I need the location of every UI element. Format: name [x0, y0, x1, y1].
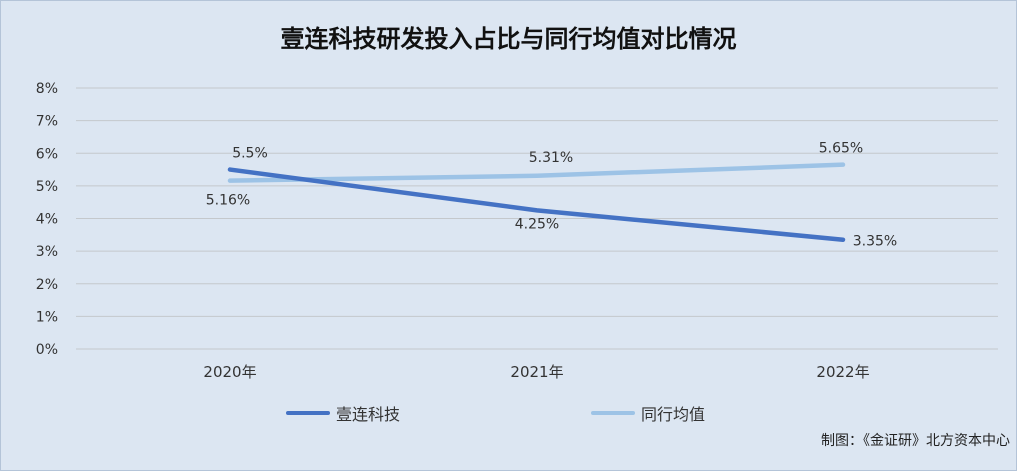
legend-swatch-peer-average — [591, 411, 635, 415]
legend-item-peer-average: 同行均值 — [591, 401, 705, 425]
data-label: 5.31% — [529, 150, 573, 166]
data-label: 5.5% — [232, 146, 268, 162]
x-tick-label: 2021年 — [510, 363, 563, 381]
chart-title: 壹连科技研发投入占比与同行均值对比情况 — [280, 25, 737, 53]
data-label: 3.35% — [853, 234, 897, 250]
legend-item-yilian: 壹连科技 — [286, 401, 400, 425]
legend-label-peer-average: 同行均值 — [641, 405, 706, 424]
y-tick-label: 3% — [36, 244, 58, 260]
data-label: 5.65% — [819, 141, 863, 157]
y-tick-label: 8% — [36, 81, 58, 97]
line-chart: 0% 1% 2% 3% 4% 5% 6% 7% 8% 2020年 2021年 2022年 5.5% 4.2… — [36, 81, 998, 381]
data-label: 4.25% — [515, 216, 559, 232]
series-line-peer-average — [227, 162, 846, 183]
y-tick-label: 6% — [36, 146, 58, 162]
x-tick-label: 2022年 — [816, 363, 869, 381]
y-tick-label: 1% — [36, 309, 58, 325]
series-line-yilian — [227, 167, 846, 242]
data-label: 5.16% — [206, 193, 250, 209]
legend: 壹连科技 同行均值 — [1, 401, 1016, 425]
source-note: 制图：《金证研》北方资本中心 — [821, 433, 1010, 449]
y-tick-label: 0% — [36, 342, 58, 358]
y-tick-label: 7% — [36, 114, 58, 130]
y-tick-label: 5% — [36, 179, 58, 195]
legend-label-yilian: 壹连科技 — [336, 405, 401, 424]
x-tick-label: 2020年 — [203, 363, 256, 381]
y-tick-label: 2% — [36, 277, 58, 293]
legend-swatch-yilian — [286, 411, 330, 415]
y-tick-label: 4% — [36, 212, 58, 228]
